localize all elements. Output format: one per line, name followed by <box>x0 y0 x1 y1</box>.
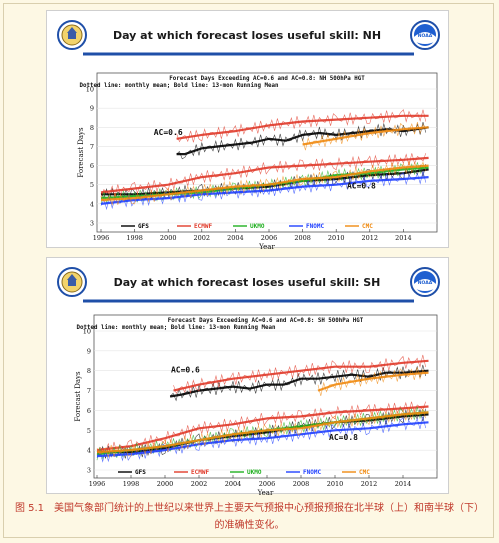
legend-label-gfs: GFS <box>138 223 149 230</box>
x-tick-label: 2008 <box>294 234 311 242</box>
series-monthly-gfs-06 <box>176 122 427 160</box>
x-tick-label: 1996 <box>89 480 106 488</box>
y-tick-label: 8 <box>87 367 91 375</box>
x-axis-label: Year <box>258 243 275 249</box>
annotation-label: AC=0.6 <box>171 366 200 375</box>
noaa-logo-icon: NOAA <box>410 267 440 297</box>
series-monthly-cmc-08 <box>96 407 426 459</box>
y-tick-label: 9 <box>87 347 91 355</box>
x-tick-label: 2004 <box>227 234 244 242</box>
legend-label-ukmo: UKMO <box>250 223 265 230</box>
y-axis-label: Forecast Days <box>77 127 85 178</box>
series-line-ecmwf-08 <box>96 405 429 452</box>
series-monthly-cmc-06 <box>302 122 427 151</box>
series-monthly-cmc-06 <box>317 367 426 396</box>
chart-nh: NOAA Day at which forecast loses useful s… <box>57 20 440 249</box>
header-title: Day at which forecast loses useful skill… <box>113 29 381 42</box>
svg-text:NOAA: NOAA <box>418 280 433 286</box>
x-tick-label: 2012 <box>362 234 379 242</box>
y-tick-label: 5 <box>90 181 94 189</box>
x-tick-label: 1998 <box>126 234 143 242</box>
legend-label-ecmwf: ECMWF <box>191 469 209 476</box>
y-tick-label: 4 <box>87 447 91 455</box>
series-line-cmc-08 <box>96 411 429 454</box>
legend-label-ecmwf: ECMWF <box>194 223 212 230</box>
series-monthly-ecmwf-06 <box>173 354 426 395</box>
annotation-label: AC=0.6 <box>154 128 183 137</box>
series-line-fnomc-08 <box>96 421 429 458</box>
slide-sh: NOAA Day at which forecast loses useful s… <box>46 257 449 495</box>
x-tick-label: 2012 <box>361 480 378 488</box>
figure-caption: 图 5.1 美国气象部门统计的上世纪以来世界上主要天气预报中心预报预报在北半球（… <box>14 503 485 531</box>
series-line-gfs-06 <box>169 369 429 398</box>
series-monthly-ukmo-08 <box>100 162 427 205</box>
x-tick-label: 2000 <box>157 480 174 488</box>
y-axis-label: Forecast Days <box>74 371 82 422</box>
series-monthly-fnomc-08 <box>100 171 427 211</box>
series-line-gfs-06 <box>176 126 429 156</box>
legend-label-cmc: CMC <box>362 223 373 230</box>
y-tick-label: 10 <box>86 86 94 94</box>
series-monthly-ecmwf-06 <box>176 109 427 143</box>
x-tick-label: 2008 <box>293 480 310 488</box>
series-monthly-cmc-08 <box>100 160 427 206</box>
chart-subtitle: Dotted line: monthly mean; Bold line: 13… <box>80 83 279 89</box>
legend-label-fnomc: FNOMC <box>306 223 324 230</box>
chart-sh: NOAA Day at which forecast loses useful s… <box>57 267 440 495</box>
x-tick-label: 1998 <box>123 480 140 488</box>
legend-label-fnomc: FNOMC <box>303 469 321 476</box>
y-tick-label: 10 <box>83 328 91 336</box>
series-monthly-ecmwf-08 <box>96 401 426 456</box>
y-tick-label: 7 <box>87 387 91 395</box>
x-tick-label: 2014 <box>395 480 412 488</box>
annotation-label: AC=0.8 <box>329 433 358 442</box>
legend-label-cmc: CMC <box>359 469 370 476</box>
x-tick-label: 1996 <box>93 234 110 242</box>
y-tick-label: 6 <box>90 162 94 170</box>
y-tick-label: 3 <box>90 220 94 228</box>
slide-nh: NOAA Day at which forecast loses useful s… <box>46 10 449 249</box>
y-tick-label: 6 <box>87 407 91 415</box>
x-tick-label: 2014 <box>395 234 412 242</box>
noaa-commerce-seal-icon <box>57 20 87 50</box>
legend-label-ukmo: UKMO <box>247 469 262 476</box>
chart-title: Forecast Days Exceeding AC=0.6 and AC=0.… <box>169 76 365 82</box>
figure-frame <box>3 3 494 538</box>
series-monthly-fnomc-08 <box>96 416 426 463</box>
x-tick-label: 2002 <box>191 480 208 488</box>
x-tick-label: 2010 <box>328 234 345 242</box>
series-monthly-ecmwf-08 <box>100 153 427 198</box>
x-tick-label: 2006 <box>259 480 276 488</box>
x-axis-label: Year <box>257 489 274 495</box>
series-line-ecmwf-08 <box>100 156 429 194</box>
y-tick-label: 4 <box>90 200 94 208</box>
y-tick-label: 5 <box>87 427 91 435</box>
svg-text:NOAA: NOAA <box>418 33 433 39</box>
noaa-logo-icon: NOAA <box>410 20 440 50</box>
y-tick-label: 9 <box>90 105 94 113</box>
header-title: Day at which forecast loses useful skill… <box>114 276 381 289</box>
x-tick-label: 2004 <box>225 480 242 488</box>
x-tick-label: 2000 <box>160 234 177 242</box>
series-line-fnomc-08 <box>100 176 429 205</box>
x-tick-label: 2010 <box>327 480 344 488</box>
noaa-commerce-seal-icon <box>57 267 87 297</box>
x-tick-label: 2002 <box>194 234 211 242</box>
x-tick-label: 2006 <box>261 234 278 242</box>
chart-title: Forecast Days Exceeding AC=0.6 and AC=0.… <box>168 318 364 324</box>
y-tick-label: 3 <box>87 467 91 475</box>
plot-area <box>96 72 438 233</box>
annotation-label: AC=0.8 <box>347 182 376 191</box>
y-tick-label: 8 <box>90 124 94 132</box>
chart-subtitle: Dotted line: monthly mean; Bold line: 13… <box>77 325 276 331</box>
y-tick-label: 7 <box>90 143 94 151</box>
legend-label-gfs: GFS <box>135 469 146 476</box>
series-line-cmc-08 <box>100 164 429 202</box>
